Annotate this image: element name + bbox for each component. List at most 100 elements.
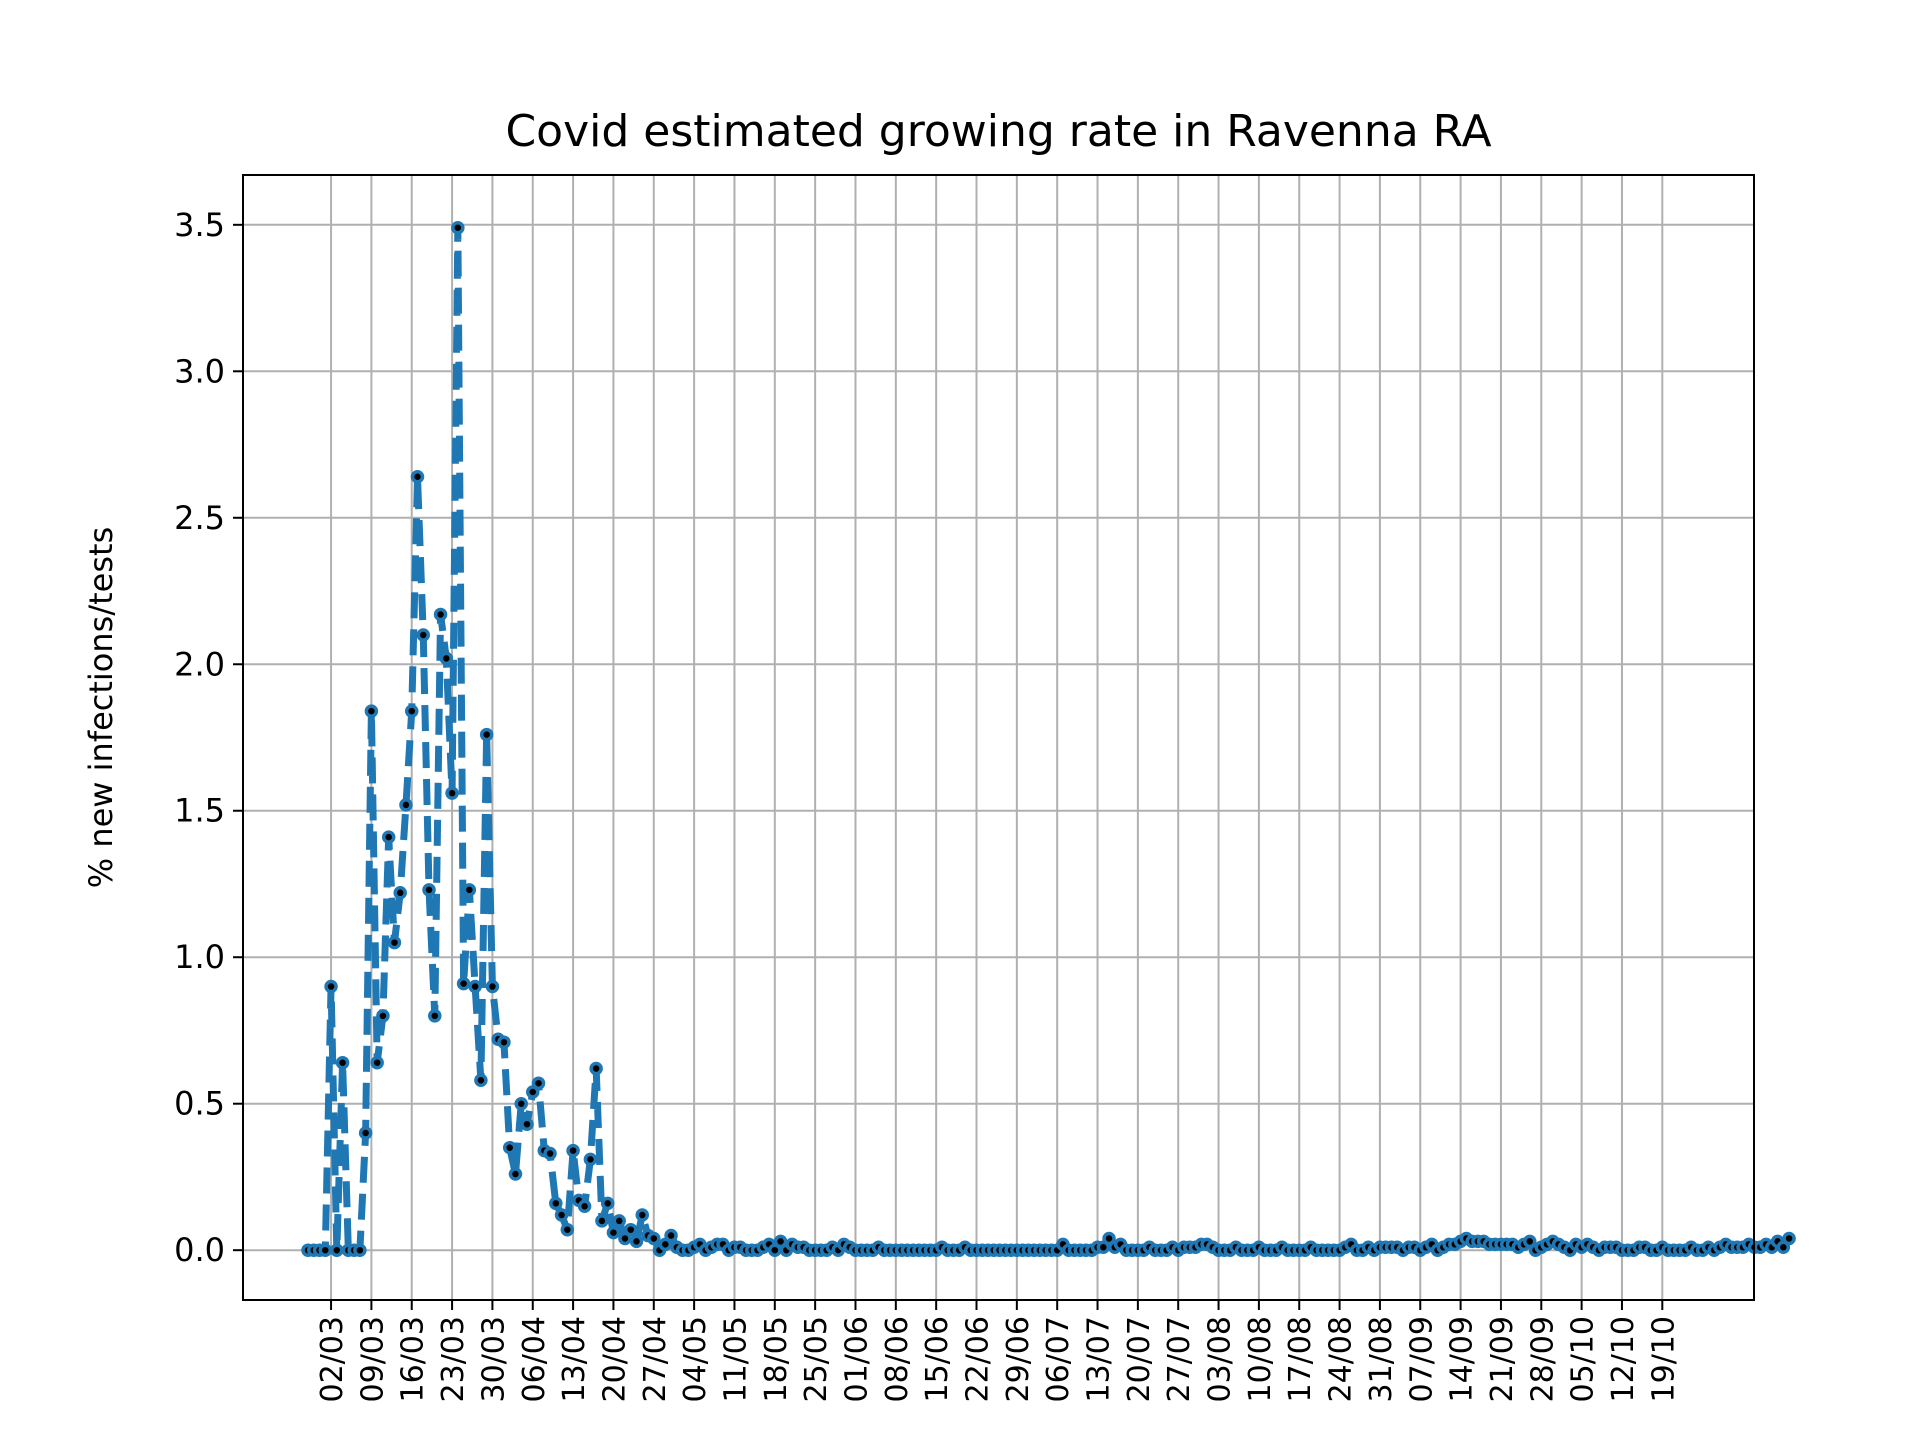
x-tick-label: 04/05 xyxy=(678,1316,713,1402)
x-tick-label: 23/03 xyxy=(436,1316,471,1402)
data-point xyxy=(404,704,419,718)
x-tick-label: 30/03 xyxy=(476,1316,511,1402)
data-point xyxy=(1523,1234,1537,1249)
data-point xyxy=(479,727,494,742)
data-point xyxy=(416,628,431,642)
data-point xyxy=(451,220,465,235)
chart-title: Covid estimated growing rate in Ravenna … xyxy=(505,106,1491,157)
data-point xyxy=(658,1237,673,1252)
data-point xyxy=(531,1076,546,1090)
data-point xyxy=(410,470,425,484)
data-point xyxy=(468,979,482,994)
data-point xyxy=(376,1009,390,1023)
x-tick-label: 02/03 xyxy=(315,1316,350,1402)
data-point xyxy=(318,1243,333,1257)
data-point xyxy=(474,1073,488,1088)
data-point xyxy=(433,607,448,622)
data-point xyxy=(508,1167,523,1181)
x-tick-label: 10/08 xyxy=(1243,1316,1278,1402)
x-tick-label: 28/09 xyxy=(1525,1316,1560,1402)
y-tick-label: 3.5 xyxy=(174,206,225,244)
data-point xyxy=(364,704,379,718)
data-point xyxy=(664,1228,678,1243)
data-point xyxy=(485,979,500,994)
data-point xyxy=(1782,1231,1796,1246)
data-point xyxy=(618,1231,632,1246)
data-point xyxy=(422,883,436,897)
data-point xyxy=(595,1214,609,1228)
x-tick-label: 11/05 xyxy=(718,1316,753,1402)
data-point xyxy=(549,1196,563,1211)
x-tick-label: 13/04 xyxy=(557,1316,592,1402)
data-point xyxy=(387,935,402,950)
x-axis: 02/03 09/03 16/03 23/03 30/03 06/04 13/04 20/04… xyxy=(315,1300,1681,1402)
data-point xyxy=(1102,1231,1116,1246)
x-tick-label: 24/08 xyxy=(1324,1316,1359,1402)
data-point xyxy=(647,1231,661,1246)
data-point xyxy=(577,1199,592,1213)
data-point xyxy=(1776,1240,1791,1255)
y-tick-label: 2.5 xyxy=(174,499,225,537)
data-point xyxy=(560,1222,575,1237)
data-point xyxy=(335,1055,350,1070)
data-point xyxy=(324,979,338,994)
data-point xyxy=(600,1196,615,1211)
data-point xyxy=(358,1126,373,1140)
axes-frame xyxy=(242,174,1755,1301)
x-tick-label: 20/04 xyxy=(597,1316,632,1402)
x-tick-label: 01/06 xyxy=(839,1316,874,1402)
x-tick-label: 09/03 xyxy=(355,1316,390,1402)
y-tick-label: 0.5 xyxy=(174,1085,225,1123)
x-tick-label: 13/07 xyxy=(1082,1316,1117,1402)
x-tick-label: 20/07 xyxy=(1122,1316,1157,1402)
data-point xyxy=(629,1234,644,1249)
series-layer xyxy=(301,220,1796,1257)
x-tick-label: 12/10 xyxy=(1606,1316,1641,1402)
data-point xyxy=(399,798,413,812)
data-point xyxy=(439,651,454,666)
data-point xyxy=(520,1117,534,1131)
y-tick-label: 0.0 xyxy=(174,1231,225,1269)
data-point xyxy=(583,1152,598,1167)
x-tick-label: 17/08 xyxy=(1283,1316,1318,1402)
y-tick-label: 1.0 xyxy=(174,938,225,976)
x-tick-label: 05/10 xyxy=(1566,1316,1601,1402)
y-tick-label: 3.0 xyxy=(174,352,225,390)
data-point xyxy=(606,1225,621,1240)
data-point xyxy=(514,1096,528,1111)
data-point xyxy=(370,1055,384,1070)
data-point xyxy=(773,1234,788,1249)
y-axis-label: % new infections/tests xyxy=(82,527,120,888)
data-point xyxy=(353,1243,367,1257)
data-point xyxy=(612,1214,626,1228)
data-point xyxy=(543,1146,557,1161)
data-point xyxy=(623,1222,638,1237)
data-point xyxy=(526,1085,540,1099)
x-tick-label: 07/09 xyxy=(1404,1316,1439,1402)
y-axis: 0.0 0.5 1.0 1.5 2.0 2.5 3.0 3.5 xyxy=(174,206,243,1269)
data-point xyxy=(428,1009,442,1023)
x-tick-label: 18/05 xyxy=(759,1316,794,1402)
y-tick-label: 1.5 xyxy=(174,792,225,830)
data-point xyxy=(445,786,459,800)
data-point xyxy=(502,1140,517,1155)
x-tick-label: 15/06 xyxy=(920,1316,955,1402)
x-tick-label: 27/04 xyxy=(638,1316,673,1402)
data-point xyxy=(589,1061,603,1076)
x-tick-label: 21/09 xyxy=(1485,1316,1520,1402)
data-point xyxy=(566,1143,580,1158)
data-point xyxy=(554,1208,569,1222)
x-tick-label: 25/05 xyxy=(799,1316,834,1402)
x-tick-label: 14/09 xyxy=(1445,1316,1480,1402)
data-point xyxy=(330,1243,344,1257)
data-point xyxy=(393,886,407,900)
x-tick-label: 08/06 xyxy=(880,1316,915,1402)
data-point xyxy=(381,830,396,844)
x-tick-label: 31/08 xyxy=(1364,1316,1399,1402)
x-tick-label: 06/07 xyxy=(1041,1316,1076,1402)
data-point xyxy=(635,1208,650,1222)
x-tick-label: 06/04 xyxy=(517,1316,552,1402)
x-tick-label: 03/08 xyxy=(1203,1316,1238,1402)
